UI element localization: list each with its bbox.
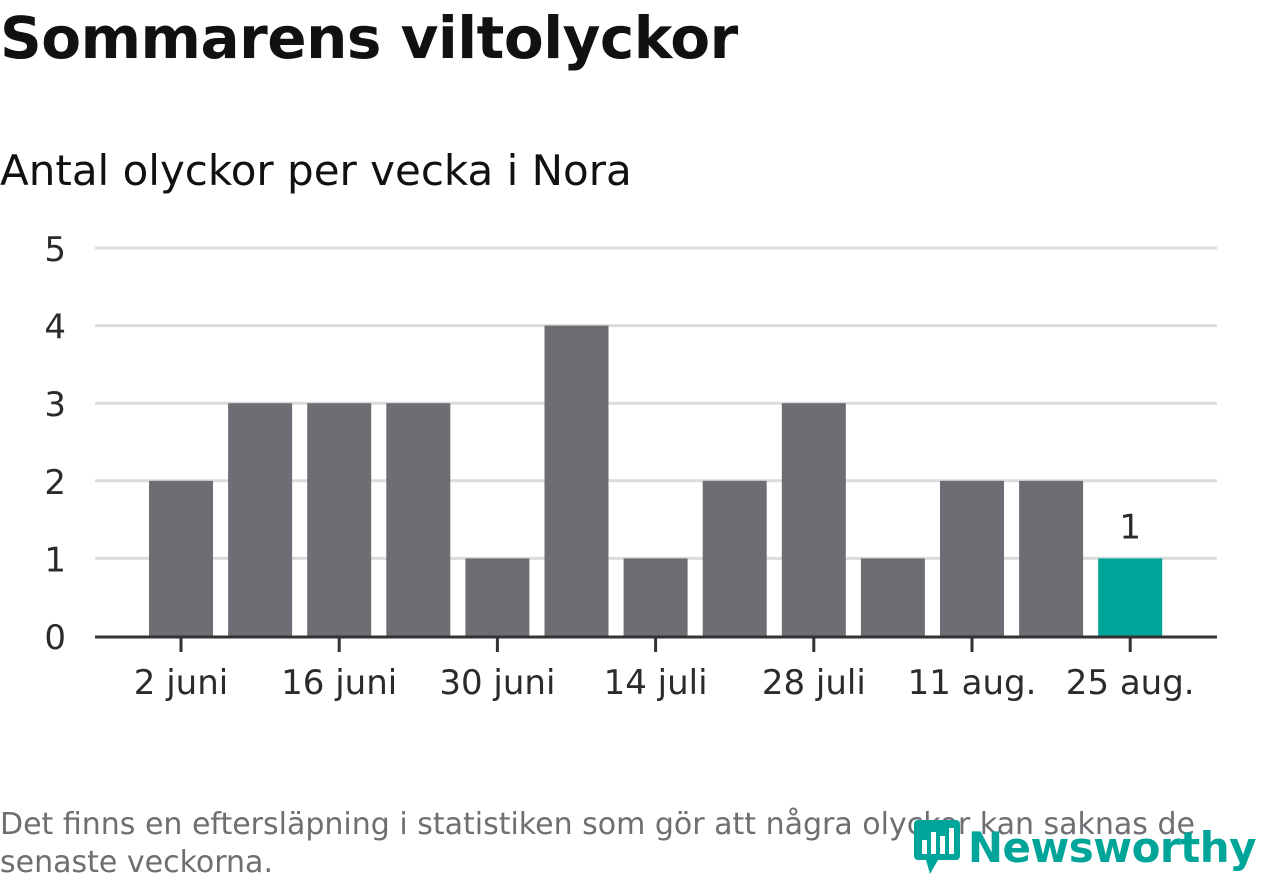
data-label: 1 bbox=[1119, 507, 1141, 547]
x-tick-label: 11 aug. bbox=[908, 663, 1037, 703]
x-tick-label: 30 juni bbox=[439, 663, 555, 703]
newsworthy-logo-icon bbox=[913, 820, 960, 874]
x-tick-label: 16 juni bbox=[281, 663, 397, 703]
x-axis-ticks: 2 juni 16 juni 30 juni 14 juli 28 juli 11 aug… bbox=[134, 638, 1195, 703]
x-tick-label: 2 juni bbox=[134, 663, 228, 703]
bar bbox=[781, 403, 846, 636]
bar bbox=[149, 480, 213, 636]
newsworthy-logo-text: Newsworthy bbox=[967, 822, 1257, 872]
chart-title: Sommarens viltolyckor bbox=[0, 4, 738, 72]
y-tick-label: 3 bbox=[44, 385, 66, 425]
y-tick-label: 4 bbox=[44, 308, 66, 348]
bar bbox=[544, 325, 609, 636]
x-tick-label: 28 juli bbox=[762, 663, 866, 703]
bar bbox=[702, 480, 767, 636]
newsworthy-logo: Newsworthy bbox=[912, 818, 1257, 876]
bar bbox=[940, 480, 1004, 636]
y-tick-label: 1 bbox=[44, 540, 66, 580]
bars bbox=[149, 325, 1163, 636]
bar bbox=[1019, 480, 1084, 636]
bar bbox=[465, 558, 530, 636]
bar-chart: 0 1 2 3 4 5 1 2 juni 16 juni 30 juni 14 juli 28 j… bbox=[44, 230, 1217, 703]
x-tick-label: 25 aug. bbox=[1066, 663, 1195, 703]
chart-subtitle: Antal olyckor per vecka i Nora bbox=[0, 146, 632, 195]
y-tick-label: 2 bbox=[44, 463, 66, 503]
bar bbox=[386, 403, 451, 636]
bar bbox=[623, 558, 688, 636]
y-axis-ticks: 0 1 2 3 4 5 bbox=[44, 230, 66, 658]
data-labels: 1 bbox=[1119, 507, 1141, 547]
bar bbox=[307, 403, 372, 636]
bar bbox=[860, 558, 925, 636]
y-tick-label: 5 bbox=[44, 230, 66, 270]
bar bbox=[1098, 558, 1163, 636]
bar bbox=[228, 403, 293, 636]
y-tick-label: 0 bbox=[44, 618, 66, 658]
x-tick-label: 14 juli bbox=[604, 663, 708, 703]
footnote: Det finns en eftersläpning i statistiken… bbox=[0, 807, 1195, 880]
